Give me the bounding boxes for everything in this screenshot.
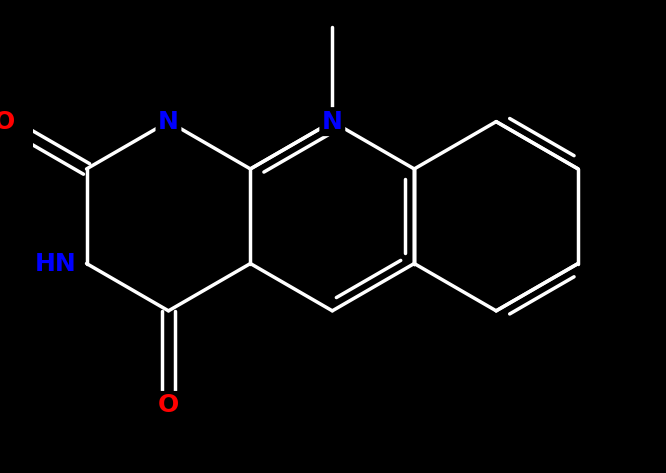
Text: N: N <box>322 110 343 134</box>
Text: O: O <box>158 394 179 418</box>
Text: O: O <box>0 110 15 134</box>
Text: N: N <box>158 110 179 134</box>
Text: HN: HN <box>35 252 77 276</box>
